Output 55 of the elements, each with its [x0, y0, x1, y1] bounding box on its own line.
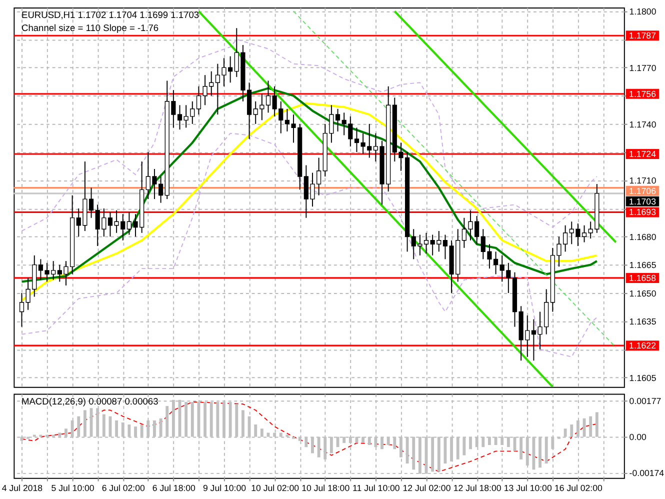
ref-line-label: 1.1693	[629, 207, 656, 218]
x-tick-label: 6 Jul 02:00	[102, 483, 145, 494]
x-tick-label: 11 Jul 10:00	[352, 483, 400, 494]
candlestick	[335, 108, 340, 132]
line-series	[21, 38, 598, 232]
bar	[469, 436, 472, 450]
candlestick	[108, 212, 113, 238]
annotation: Channel size = 110 Slope = -1.76	[22, 22, 159, 33]
y-tick-label: 1.1770	[629, 62, 656, 73]
ref-line-label: 1.1787	[629, 30, 656, 41]
ref-line-label: 1.1703	[629, 196, 656, 206]
bar	[386, 436, 390, 446]
ref-line-label: 1.1658	[629, 272, 656, 283]
x-tick-label: 13 Jul 10:00	[504, 483, 552, 494]
y-tick-label: 1.1680	[629, 232, 656, 242]
bar	[260, 428, 264, 437]
y-tick-label: 1.1740	[629, 119, 656, 130]
y-tick-label: 1.1635	[629, 316, 656, 327]
x-tick-label: 12 Jul 18:00	[453, 483, 502, 494]
x-tick-label: 6 Jul 18:00	[152, 483, 196, 494]
bar	[184, 402, 188, 437]
bar	[544, 436, 548, 464]
line-series	[20, 87, 598, 283]
y-tick-label: 1.1710	[629, 176, 656, 186]
x-tick-label: 4 Jul 2018	[2, 483, 43, 494]
y-tick-label: 1.1665	[629, 260, 656, 270]
bar	[304, 436, 308, 448]
x-tick-label: 12 Jul 02:00	[402, 483, 451, 494]
y-tick-label: 1.1800	[629, 6, 656, 17]
line-series	[20, 102, 598, 302]
candlestick	[19, 292, 24, 328]
y-tick-label: 1.1650	[629, 288, 656, 298]
annotation: EURUSD,H1 1.1702 1.1704 1.1699 1.1703	[22, 10, 200, 20]
annotation: MACD(12,26,9) 0.00087 0.00063	[22, 396, 158, 407]
ref-line-label: 1.1724	[629, 148, 656, 159]
bar	[589, 416, 592, 437]
y-tick-label: 1.1605	[629, 372, 656, 383]
candlestick	[266, 80, 271, 114]
candlestick	[354, 127, 360, 153]
ref-line-label: 1.1706	[629, 186, 656, 196]
x-tick-label: 9 Jul 10:00	[202, 483, 246, 494]
y-tick-label: -0.00174	[629, 468, 664, 478]
bar	[266, 432, 270, 437]
y-tick-label: 0.00177	[629, 396, 662, 406]
x-tick-label: 5 Jul 10:00	[51, 483, 94, 494]
candlestick	[424, 232, 429, 254]
x-tick-label: 10 Jul 02:00	[251, 483, 300, 494]
x-tick-label: 10 Jul 18:00	[302, 483, 350, 494]
x-tick-label: 16 Jul 02:00	[554, 483, 603, 494]
candlestick	[88, 187, 94, 218]
candlestick	[177, 104, 182, 130]
y-tick-label: 0.00	[629, 432, 647, 442]
ref-line-label: 1.1622	[629, 340, 656, 351]
ref-line-label: 1.1756	[629, 88, 656, 99]
line-series	[21, 132, 598, 358]
